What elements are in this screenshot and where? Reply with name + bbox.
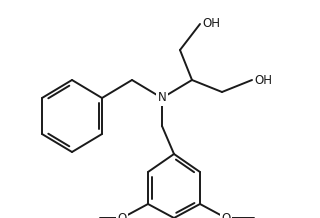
Text: OH: OH <box>254 73 272 87</box>
Text: OH: OH <box>202 17 220 31</box>
Text: O: O <box>117 211 127 218</box>
Text: O: O <box>221 211 231 218</box>
Text: N: N <box>158 92 166 104</box>
